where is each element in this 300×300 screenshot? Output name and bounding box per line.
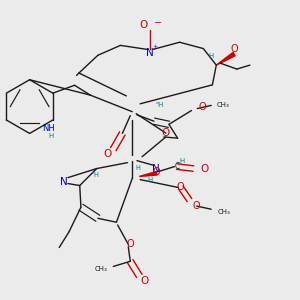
Text: C: C bbox=[174, 162, 179, 171]
Text: +: + bbox=[152, 44, 158, 49]
Text: O: O bbox=[127, 238, 134, 249]
Text: CH₃: CH₃ bbox=[218, 209, 231, 215]
Text: CH₃: CH₃ bbox=[95, 266, 108, 272]
Text: "H: "H bbox=[155, 102, 163, 108]
Text: N: N bbox=[152, 164, 160, 174]
Text: O: O bbox=[177, 182, 184, 193]
Text: −: − bbox=[154, 18, 162, 28]
Text: H: H bbox=[135, 165, 140, 171]
Text: O: O bbox=[153, 167, 160, 177]
Text: H: H bbox=[208, 53, 214, 59]
Text: NH: NH bbox=[43, 124, 55, 133]
Polygon shape bbox=[216, 52, 235, 65]
Text: O: O bbox=[198, 102, 206, 112]
Text: O: O bbox=[103, 149, 112, 159]
Text: N: N bbox=[146, 48, 154, 58]
Polygon shape bbox=[139, 172, 157, 176]
Text: H: H bbox=[48, 133, 53, 139]
Text: O: O bbox=[200, 164, 208, 174]
Text: CH₃: CH₃ bbox=[217, 102, 230, 108]
Text: O: O bbox=[140, 20, 148, 30]
Text: O: O bbox=[193, 201, 200, 211]
Text: "H: "H bbox=[92, 172, 100, 178]
Text: H: H bbox=[180, 158, 185, 164]
Text: N: N bbox=[60, 177, 68, 187]
Text: O: O bbox=[141, 276, 149, 286]
Text: O: O bbox=[162, 128, 170, 138]
Text: O: O bbox=[230, 44, 238, 54]
Text: H: H bbox=[147, 177, 153, 183]
